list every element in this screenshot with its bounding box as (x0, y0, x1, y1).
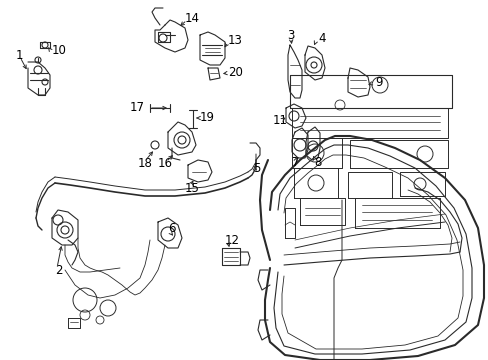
Text: 7: 7 (291, 156, 299, 168)
Text: 14: 14 (184, 12, 200, 24)
Text: 19: 19 (200, 111, 215, 123)
Text: 5: 5 (252, 162, 260, 175)
Text: 15: 15 (184, 181, 200, 194)
Text: 17: 17 (130, 100, 145, 113)
Text: 18: 18 (138, 157, 153, 170)
Text: 11: 11 (272, 113, 287, 126)
Text: 13: 13 (227, 33, 243, 46)
Text: 20: 20 (227, 66, 243, 78)
Text: 8: 8 (313, 156, 321, 168)
Text: 6: 6 (168, 221, 175, 234)
Text: 2: 2 (55, 264, 62, 276)
Text: 12: 12 (224, 234, 240, 247)
Text: 9: 9 (374, 76, 382, 89)
Text: 10: 10 (52, 44, 67, 57)
Text: 16: 16 (158, 157, 173, 170)
Text: 4: 4 (317, 32, 325, 45)
Text: 1: 1 (16, 49, 23, 62)
Text: 3: 3 (286, 28, 294, 41)
